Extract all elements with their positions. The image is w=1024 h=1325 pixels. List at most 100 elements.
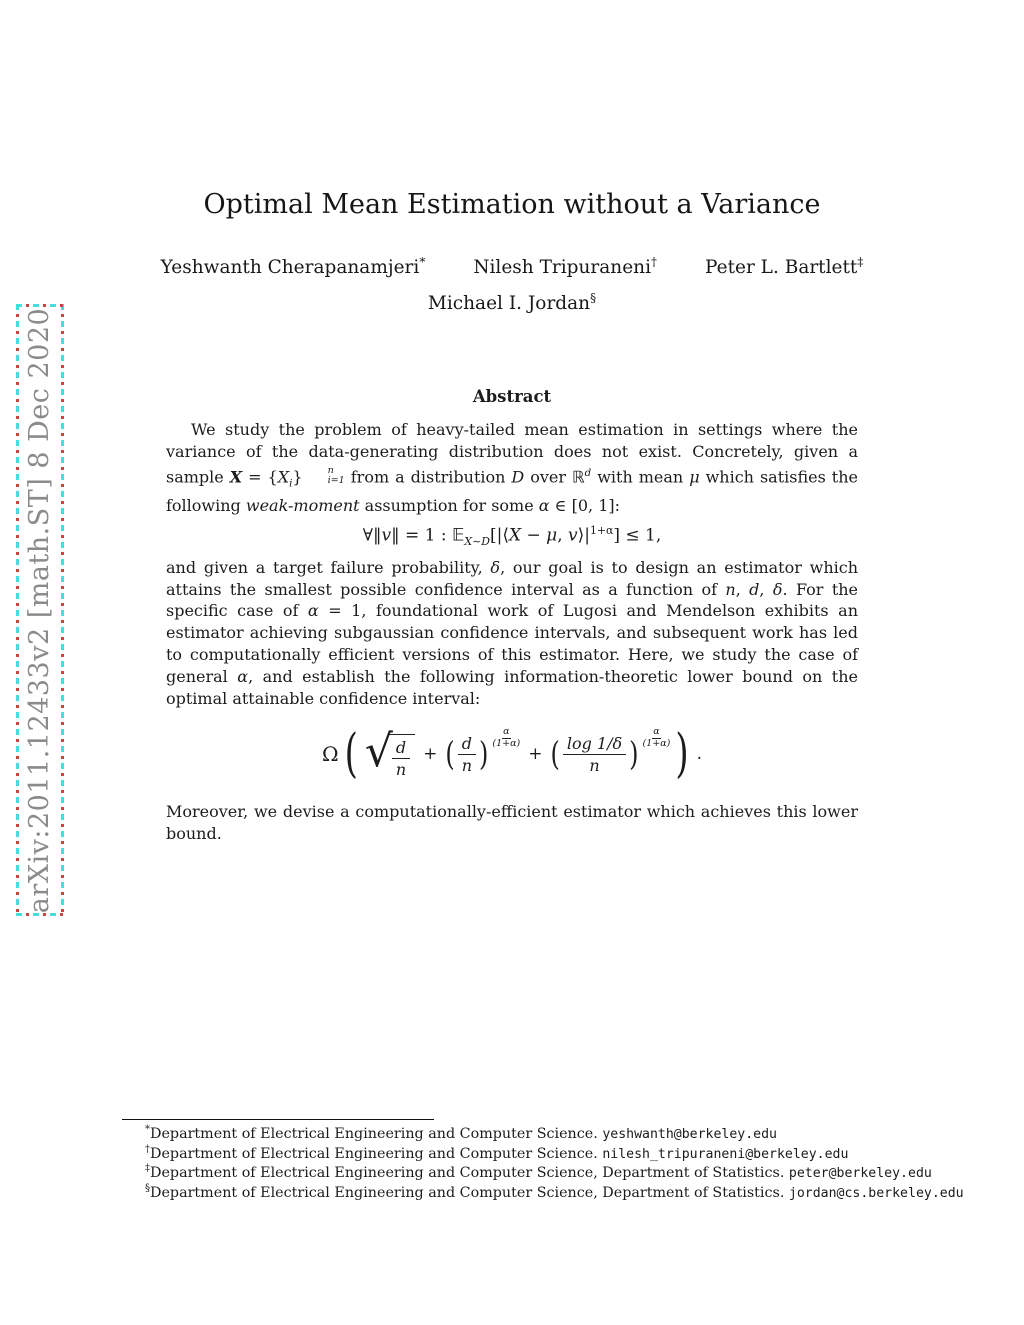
- text-segment: δ: [490, 557, 501, 577]
- author-3-mark: ‡: [857, 254, 864, 269]
- footnote-3-email: peter@berkeley.edu: [788, 1166, 932, 1182]
- author-1-mark: *: [419, 254, 426, 269]
- footnote-3-text: Department of Electrical Engineering and…: [150, 1165, 789, 1182]
- watermark-border-top: [16, 304, 64, 307]
- footnote-3-mark: ‡: [145, 1163, 150, 1175]
- text-segment: ,: [557, 525, 569, 546]
- footnote-4-mark: §: [145, 1183, 150, 1195]
- footnote-3: ‡Department of Electrical Engineering an…: [122, 1163, 932, 1184]
- footnote-4-email: jordan@cs.berkeley.edu: [788, 1185, 964, 1201]
- text-segment: with mean: [591, 466, 690, 486]
- footnote-2: †Department of Electrical Engineering an…: [122, 1143, 922, 1165]
- text-segment: ∈ [0, 1]:: [549, 495, 621, 515]
- abstract-section: Abstract We study the problem of heavy-t…: [166, 387, 858, 845]
- footnote-1: *Department of Electrical Engineering an…: [122, 1125, 922, 1145]
- footnote-1-email: yeshwanth@berkeley.edu: [602, 1127, 777, 1142]
- text-segment: n: [725, 579, 736, 599]
- exp2-numerator: α: [652, 726, 661, 740]
- formula-period: .: [696, 744, 703, 765]
- text-segment: ℝ: [572, 466, 585, 486]
- watermark-border-bottom: [16, 913, 64, 916]
- text-segment: −: [521, 525, 547, 546]
- text-segment: assumption for some: [359, 495, 539, 515]
- abstract-heading: Abstract: [472, 387, 552, 406]
- weak-moment-formula: ∀‖v‖ = 1 : 𝔼X∼D[|⟨X − μ, v⟩|1+α] ≤ 1,: [166, 524, 858, 548]
- text-segment: , and establish the following informatio…: [166, 666, 859, 708]
- sqrt-denominator: n: [395, 760, 407, 780]
- paper-title: Optimal Mean Estimation without a Varian…: [203, 189, 821, 220]
- arxiv-watermark-box: arXiv:2011.12433v2 [math.ST] 8 Dec 2020: [16, 304, 64, 916]
- author-2: Nilesh Tripuraneni†: [473, 254, 657, 278]
- big-open-paren: (: [344, 723, 358, 786]
- text-segment: X∼D: [464, 534, 490, 548]
- text-segment: α: [237, 666, 249, 686]
- author-3-name: Peter L. Bartlett: [705, 257, 858, 278]
- plus-operator-2: +: [528, 744, 543, 765]
- footnote-2-email: nilesh_tripuraneni@berkeley.edu: [602, 1146, 849, 1162]
- text-segment: δ: [772, 579, 783, 599]
- text-segment: = 1, foundational work of Lugosi and Men…: [166, 601, 859, 686]
- text-segment: ‖ = 1 :: [391, 525, 452, 546]
- text-segment: α: [538, 495, 550, 515]
- lower-bound-formula: Ω ( √ d n + ( d n ) α (1+α): [166, 723, 858, 785]
- text-segment: ,: [759, 579, 773, 599]
- frac1-denominator: n: [461, 755, 473, 775]
- sqrt-body: d n: [388, 734, 416, 780]
- text-segment: d: [584, 466, 592, 479]
- log-fraction: log 1/δ n: [562, 734, 627, 775]
- text-segment: = {: [242, 466, 278, 486]
- abstract-paragraph-1: We study the problem of heavy-tailed mea…: [166, 419, 858, 517]
- footnote-2-text: Department of Electrical Engineering and…: [150, 1145, 603, 1162]
- abstract-paragraph-2: and given a target failure probability, …: [166, 557, 858, 710]
- footnote-4-text: Department of Electrical Engineering and…: [150, 1184, 789, 1201]
- text-segment: , our goal is to design an estimator whi…: [166, 557, 859, 599]
- authors-row-2: Michael I. Jordan§: [0, 292, 1024, 314]
- footnote-4: §Department of Electrical Engineering an…: [122, 1183, 964, 1204]
- footnote-rule: [122, 1119, 434, 1120]
- text-segment: v: [381, 525, 392, 546]
- text-segment: X: [229, 466, 243, 486]
- text-segment: ] ≤ 1,: [613, 525, 662, 546]
- text-segment: D: [511, 466, 525, 486]
- text-segment: Moreover, we devise a computationally-ef…: [166, 802, 858, 844]
- arxiv-id-text: arXiv:2011.12433v2 [math.ST] 8 Dec 2020: [24, 307, 56, 913]
- text-segment: ⟩|: [577, 525, 590, 546]
- footnote-2-mark: †: [145, 1143, 150, 1155]
- author-2-mark: †: [651, 254, 657, 269]
- text-segment: . For the specific case of: [166, 579, 859, 621]
- text-segment: d: [749, 579, 760, 599]
- mid-open-paren-2: (: [550, 735, 560, 774]
- sqrt-numerator: d: [391, 738, 411, 760]
- footnotes-section: *Department of Electrical Engineering an…: [122, 1119, 964, 1204]
- exponent-fraction-2: α (1+α): [642, 726, 671, 750]
- abstract-paragraph-3: Moreover, we devise a computationally-ef…: [166, 801, 858, 845]
- author-4: Michael I. Jordan§: [427, 292, 596, 314]
- text-segment: v: [568, 525, 578, 546]
- plus-operator-1: +: [423, 744, 438, 765]
- mid-open-paren-1: (: [445, 735, 455, 774]
- watermark-border-right: [61, 304, 64, 916]
- big-close-paren: ): [675, 723, 689, 786]
- watermark-border-left: [16, 304, 19, 916]
- exp1-numerator: α: [502, 726, 511, 740]
- text-segment: X: [508, 525, 522, 546]
- text-segment: ∀‖: [362, 525, 382, 546]
- exponent-fraction-1: α (1+α): [492, 726, 520, 750]
- text-segment: μ: [546, 525, 558, 546]
- d-over-n-fraction: d n: [391, 738, 411, 780]
- text-segment: which satisfies the following: [166, 466, 858, 515]
- author-1: Yeshwanth Cherapanamjeri*: [161, 254, 426, 278]
- mid-close-paren-2: ): [629, 735, 639, 774]
- text-segment: μ: [689, 466, 700, 486]
- d-over-n-fraction-2: d n: [457, 734, 476, 775]
- author-4-name: Michael I. Jordan: [427, 293, 591, 314]
- exp2-denominator: (1+α): [642, 738, 671, 750]
- text-segment: i: [289, 477, 293, 490]
- frac2-numerator: log 1/δ: [562, 734, 627, 755]
- text-segment: weak-moment: [245, 495, 360, 515]
- text-segment: ,: [735, 579, 750, 599]
- text-segment: }: [292, 466, 303, 486]
- text-segment: 𝔼: [451, 525, 465, 546]
- text-segment: from a distribution: [344, 466, 512, 486]
